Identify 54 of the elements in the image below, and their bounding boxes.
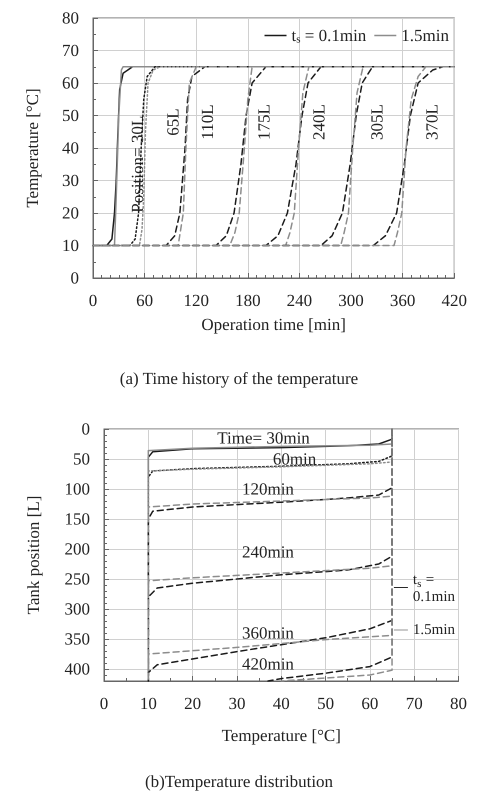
x-tick-label: 80 [450, 694, 467, 713]
y-tick-label: 350 [64, 630, 90, 648]
x-tick-label: 420 [442, 291, 467, 310]
annotation: 240L [310, 104, 329, 140]
y-axis-title: Temperature [°C] [23, 88, 42, 208]
y-axis-title: Tank position [L] [24, 496, 43, 614]
x-axis-title: Temperature [°C] [222, 726, 341, 745]
annotation: 420min [242, 654, 294, 674]
x-tick-label: 50 [317, 694, 334, 713]
legend-label: 1.5min [412, 622, 456, 638]
y-tick-label: 100 [64, 480, 90, 498]
x-tick-label: 40 [272, 694, 290, 713]
x-tick-label: 180 [235, 291, 261, 310]
y-tick-label: 30 [62, 171, 79, 190]
y-tick-label: 400 [64, 660, 90, 678]
y-tick-label: 40 [62, 138, 79, 158]
y-tick-label: 250 [64, 570, 90, 588]
y-tick-label: 300 [64, 600, 90, 618]
annotation: 110L [198, 104, 217, 140]
x-tick-label: 300 [338, 291, 364, 310]
x-tick-label: 30 [228, 694, 246, 713]
annotation: 120min [242, 480, 294, 498]
annotation: 60min [272, 450, 317, 468]
annotation: 175L [254, 104, 274, 140]
y-tick-label: 20 [62, 204, 79, 222]
x-tick-label: 240 [286, 291, 312, 310]
x-tick-label: 60 [136, 291, 154, 310]
x-tick-label: 360 [390, 291, 416, 310]
annotation: 240min [242, 542, 294, 562]
x-tick-label: 120 [183, 291, 209, 310]
x-tick-label: 60 [361, 694, 378, 713]
y-tick-label: 150 [64, 510, 90, 528]
y-tick-label: 10 [62, 236, 79, 255]
x-tick-label: 10 [140, 694, 157, 713]
x-tick-label: 70 [406, 694, 423, 713]
y-tick-label: 200 [64, 540, 90, 558]
x-axis-title: Operation time [min] [201, 315, 346, 334]
text: (a) Time history of the temperature [120, 369, 358, 388]
annotation: 305L [367, 104, 386, 140]
y-tick-label: 50 [73, 450, 90, 468]
annotation: Time= 30min [217, 428, 310, 448]
annotation: 360min [242, 624, 294, 642]
y-tick-label: 50 [62, 106, 79, 125]
y-tick-label: 60 [62, 74, 79, 92]
text: (b)Temperature distribution [144, 772, 334, 791]
y-tick-label: 0 [82, 420, 90, 438]
x-tick-label: 20 [184, 694, 202, 713]
annotation: 65L [163, 108, 182, 136]
y-tick-label: 70 [62, 41, 79, 60]
annotation: 370L [422, 104, 442, 140]
y-tick-label: 80 [62, 8, 79, 28]
legend-label: 1.5min [401, 26, 450, 45]
x-tick-label: 0 [100, 694, 108, 713]
y-tick-label: 0 [70, 268, 79, 288]
